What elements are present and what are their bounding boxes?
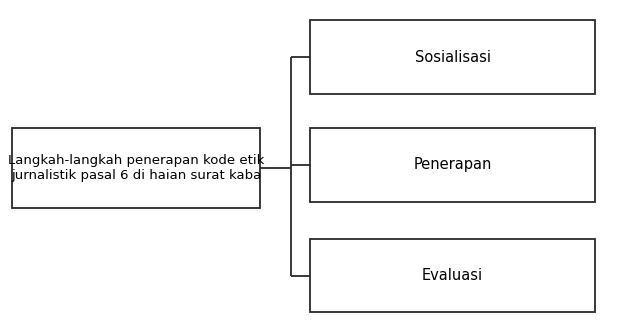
- FancyBboxPatch shape: [310, 239, 595, 312]
- Text: Langkah-langkah penerapan kode etik
jurnalistik pasal 6 di haian surat kaba: Langkah-langkah penerapan kode etik jurn…: [8, 154, 265, 182]
- FancyBboxPatch shape: [310, 20, 595, 94]
- Text: Evaluasi: Evaluasi: [422, 268, 483, 283]
- FancyBboxPatch shape: [12, 128, 260, 208]
- Text: Penerapan: Penerapan: [414, 157, 492, 172]
- Text: Sosialisasi: Sosialisasi: [415, 50, 490, 65]
- FancyBboxPatch shape: [310, 128, 595, 202]
